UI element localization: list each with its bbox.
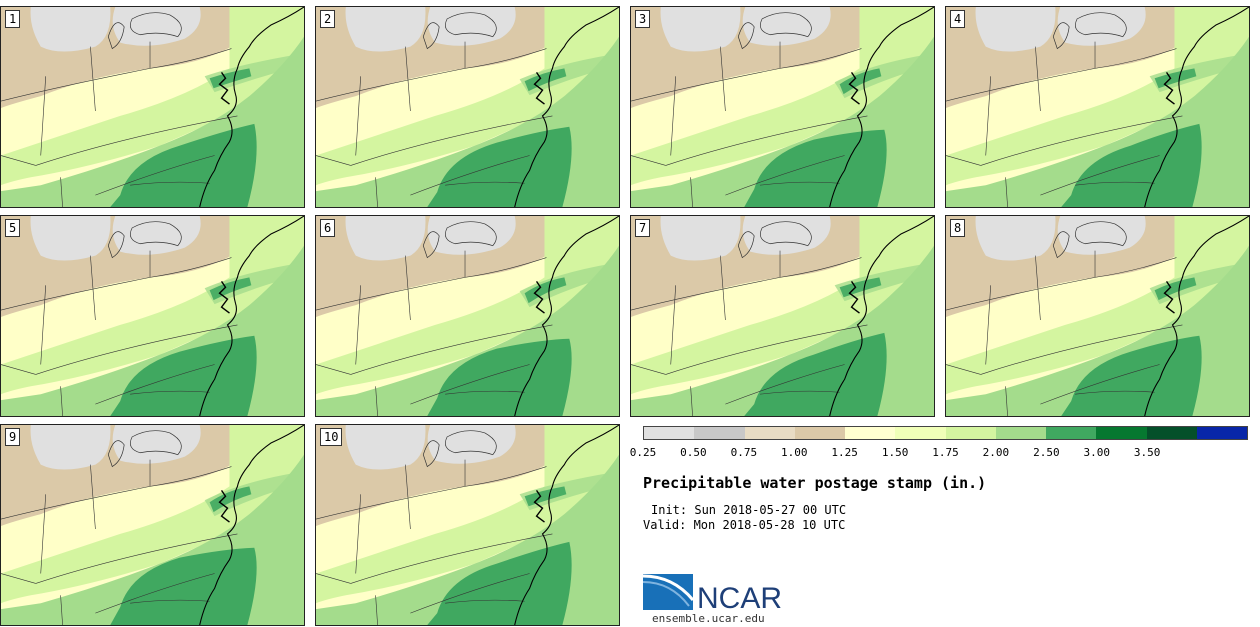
precipitable-water-map <box>1 216 304 416</box>
colorbar-tick-label: 2.00 <box>982 446 1010 459</box>
colorbar-swatch <box>744 427 795 439</box>
precipitable-water-map <box>316 7 619 207</box>
colorbar-swatch <box>945 427 996 439</box>
colorbar-tick-label: 1.50 <box>881 446 909 459</box>
colorbar-tick-label: 3.00 <box>1083 446 1111 459</box>
map-panel-7: 7 <box>630 215 935 417</box>
colorbar-swatch <box>1096 427 1147 439</box>
map-panel-8: 8 <box>945 215 1250 417</box>
panel-label: 6 <box>320 219 336 237</box>
panel-label: 5 <box>5 219 21 237</box>
init-time: Init: Sun 2018-05-27 00 UTC <box>651 503 847 517</box>
colorbar-swatch <box>1146 427 1197 439</box>
precipitable-water-map <box>631 7 934 207</box>
map-panel-3: 3 <box>630 6 935 208</box>
colorbar <box>643 426 1248 440</box>
colorbar-ticks: 0.25 0.50 0.75 1.00 1.25 1.50 1.75 2.00 2.50 3.00… <box>630 446 1248 460</box>
precipitable-water-map <box>946 216 1249 416</box>
map-panel-9: 9 <box>0 424 305 626</box>
colorbar-swatch <box>1046 427 1097 439</box>
panel-label: 10 <box>320 428 343 446</box>
colorbar-tick-label: 0.25 <box>629 446 657 459</box>
panel-label: 2 <box>320 10 336 28</box>
map-panel-1: 1 <box>0 6 305 208</box>
panel-label: 9 <box>5 428 21 446</box>
precipitable-water-map <box>1 7 304 207</box>
map-panel-2: 2 <box>315 6 620 208</box>
colorbar-tick-label: 1.25 <box>831 446 858 459</box>
precipitable-water-map <box>946 7 1249 207</box>
site-url: ensemble.ucar.edu <box>652 612 765 625</box>
colorbar-tick-label: 0.75 <box>730 446 758 459</box>
colorbar-tick-label: 2.50 <box>1033 446 1060 459</box>
colorbar-swatch <box>995 427 1046 439</box>
colorbar-tick-label: 3.50 <box>1133 446 1161 459</box>
panel-label: 7 <box>635 219 651 237</box>
colorbar-swatch <box>845 427 896 439</box>
colorbar-swatch <box>1196 427 1247 439</box>
map-panel-6: 6 <box>315 215 620 417</box>
colorbar-swatch <box>895 427 946 439</box>
ncar-logo-text: NCAR <box>697 582 782 615</box>
panel-label: 3 <box>635 10 651 28</box>
panel-label: 8 <box>950 219 966 237</box>
map-panel-4: 4 <box>945 6 1250 208</box>
panel-label: 4 <box>950 10 966 28</box>
colorbar-swatch <box>794 427 845 439</box>
panel-label: 1 <box>5 10 21 28</box>
precipitable-water-map <box>631 216 934 416</box>
precipitable-water-map <box>316 425 619 625</box>
precipitable-water-map <box>316 216 619 416</box>
colorbar-tick-label: 1.75 <box>932 446 959 459</box>
ncar-logo: NCAR <box>643 574 782 615</box>
colorbar-swatch <box>644 427 695 439</box>
valid-time: Valid: Mon 2018-05-28 10 UTC <box>643 518 846 532</box>
map-panel-5: 5 <box>0 215 305 417</box>
map-panel-10: 10 <box>315 424 620 626</box>
precipitable-water-map <box>1 425 304 625</box>
colorbar-swatch <box>694 427 745 439</box>
colorbar-tick-label: 1.00 <box>781 446 808 459</box>
plot-title: Precipitable water postage stamp (in.) <box>643 474 987 492</box>
colorbar-tick-label: 0.50 <box>680 446 707 459</box>
